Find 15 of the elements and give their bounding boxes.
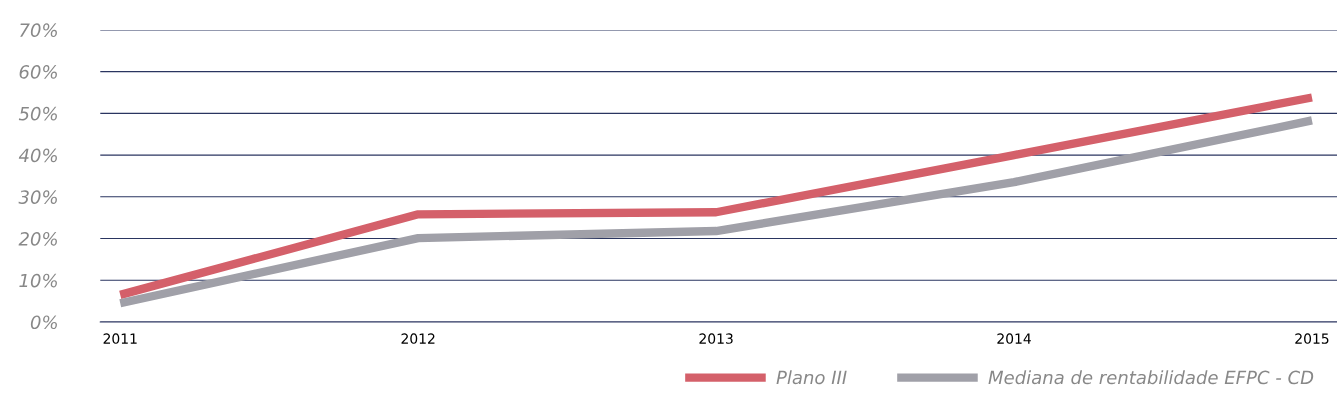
x-tick-label: 2011: [103, 333, 137, 344]
legend-label: Plano III: [776, 370, 847, 385]
x-tick-label: 2013: [699, 333, 733, 344]
y-tick-label: 10%: [19, 273, 57, 288]
legend-label: Mediana de rentabilidade EFPC - CD: [988, 370, 1314, 385]
y-tick-label: 20%: [18, 231, 57, 246]
y-tick-label: 30%: [18, 190, 57, 204]
x-tick-label: 2014: [997, 333, 1031, 344]
y-tick-label: 70%: [20, 23, 57, 38]
x-tick-label: 2015: [1295, 333, 1329, 344]
y-tick-label: 50%: [18, 106, 57, 121]
y-tick-label: 60%: [19, 65, 57, 79]
y-tick-label: 0%: [30, 315, 57, 330]
x-tick-label: 2012: [401, 333, 435, 344]
y-tick-label: 40%: [18, 148, 57, 163]
